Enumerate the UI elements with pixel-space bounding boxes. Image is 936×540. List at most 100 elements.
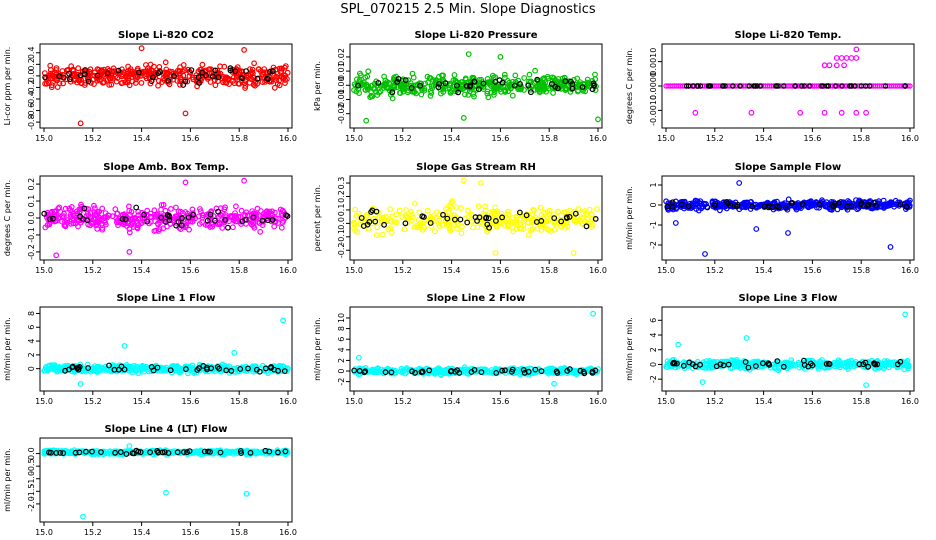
data-point bbox=[520, 367, 527, 373]
data-point bbox=[358, 215, 365, 221]
data-point bbox=[138, 45, 145, 52]
data-point bbox=[75, 366, 82, 373]
data-point bbox=[482, 366, 489, 373]
x-tick-label: 15.0 bbox=[657, 134, 675, 143]
y-tick-label: -0.5 bbox=[27, 458, 36, 474]
data-point bbox=[405, 77, 412, 83]
plot-frame bbox=[661, 306, 915, 392]
data-point bbox=[462, 91, 468, 98]
y-tick-label: 0.00 bbox=[337, 76, 346, 94]
data-point bbox=[460, 82, 467, 89]
data-point bbox=[251, 60, 258, 67]
x-tick-label: 16.0 bbox=[901, 134, 919, 143]
data-point bbox=[833, 62, 840, 69]
data-point bbox=[720, 362, 727, 369]
data-point bbox=[419, 226, 426, 233]
data-point bbox=[589, 221, 596, 228]
data-point bbox=[460, 177, 467, 184]
data-point bbox=[821, 62, 828, 69]
data-point bbox=[237, 366, 244, 372]
data-point bbox=[163, 489, 169, 496]
data-point bbox=[387, 206, 394, 213]
data-point bbox=[725, 361, 732, 368]
data-point bbox=[562, 224, 569, 231]
data-point bbox=[60, 450, 67, 457]
data-point bbox=[799, 201, 806, 208]
data-point bbox=[130, 224, 137, 230]
data-point bbox=[592, 215, 599, 222]
x-tick-label: 15.6 bbox=[803, 397, 821, 406]
y-tick-label: 4 bbox=[337, 347, 346, 352]
y-tick-label: -0.2 bbox=[27, 80, 36, 96]
data-point bbox=[254, 75, 261, 82]
data-point bbox=[592, 71, 598, 78]
x-tick-label: 15.8 bbox=[230, 134, 248, 143]
data-point bbox=[765, 203, 772, 210]
data-point bbox=[538, 368, 545, 375]
data-point bbox=[121, 366, 128, 373]
y-tick-label: 0.0 bbox=[27, 212, 36, 225]
data-point bbox=[465, 51, 472, 57]
data-point bbox=[671, 360, 678, 367]
data-point bbox=[91, 215, 98, 221]
data-point bbox=[238, 207, 245, 214]
data-point bbox=[454, 82, 460, 89]
data-point bbox=[118, 66, 125, 73]
data-point bbox=[901, 366, 907, 373]
data-point bbox=[82, 448, 89, 455]
data-point bbox=[785, 196, 792, 203]
data-points bbox=[41, 45, 291, 127]
data-point bbox=[432, 77, 439, 84]
data-point bbox=[356, 354, 362, 361]
data-point bbox=[745, 364, 752, 371]
data-point bbox=[127, 66, 134, 72]
data-point bbox=[138, 220, 145, 227]
data-point bbox=[381, 218, 388, 225]
data-point bbox=[902, 311, 908, 318]
data-point bbox=[264, 210, 271, 217]
data-point bbox=[177, 81, 183, 88]
data-point bbox=[148, 364, 155, 370]
data-point bbox=[365, 68, 372, 75]
data-point bbox=[826, 360, 832, 367]
data-point bbox=[819, 201, 826, 207]
data-point bbox=[493, 370, 500, 376]
data-point bbox=[177, 208, 184, 215]
data-points bbox=[663, 180, 913, 257]
y-tick-label: 2 bbox=[337, 358, 346, 363]
data-point bbox=[186, 366, 193, 373]
data-point bbox=[116, 219, 122, 226]
data-point bbox=[41, 368, 47, 374]
data-point bbox=[774, 358, 781, 365]
data-point bbox=[66, 70, 72, 77]
data-point bbox=[823, 361, 830, 367]
data-point bbox=[703, 362, 710, 369]
data-point bbox=[86, 75, 93, 82]
data-point bbox=[256, 368, 263, 375]
data-point bbox=[895, 201, 902, 208]
plot-frame bbox=[39, 437, 293, 523]
x-tick-label: 16.0 bbox=[589, 397, 607, 406]
data-point bbox=[408, 208, 415, 215]
data-point bbox=[196, 79, 202, 86]
data-point bbox=[510, 215, 516, 221]
data-point bbox=[81, 205, 88, 212]
data-point bbox=[362, 86, 369, 93]
data-point bbox=[672, 220, 679, 226]
data-point bbox=[863, 109, 869, 116]
data-point bbox=[382, 369, 389, 376]
data-point bbox=[135, 370, 142, 377]
data-point bbox=[207, 211, 214, 218]
data-point bbox=[221, 219, 228, 226]
data-point bbox=[906, 202, 913, 209]
data-point bbox=[256, 213, 263, 220]
data-point bbox=[590, 310, 596, 317]
data-point bbox=[436, 81, 443, 87]
data-point bbox=[64, 217, 71, 224]
data-point bbox=[683, 83, 690, 89]
data-point bbox=[536, 89, 543, 96]
data-point bbox=[61, 213, 67, 220]
data-point bbox=[720, 83, 727, 89]
panel-title: Slope Amb. Box Temp. bbox=[103, 162, 229, 173]
data-point bbox=[212, 82, 219, 89]
